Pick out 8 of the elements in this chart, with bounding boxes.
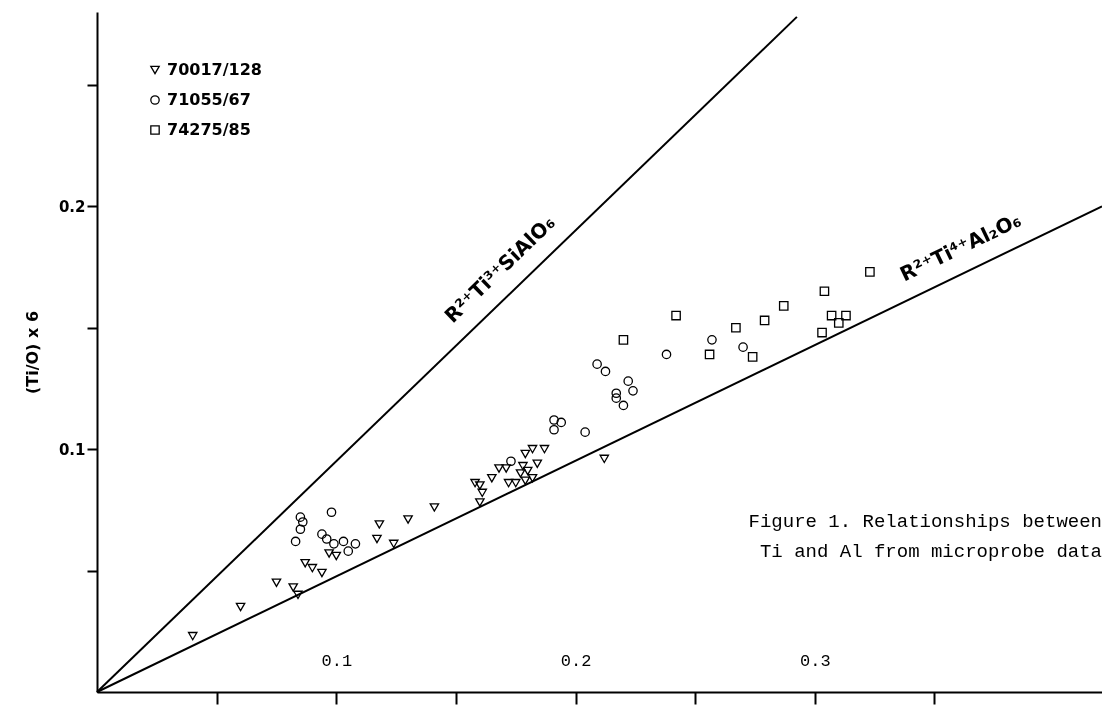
x-tick-label: 0.1 <box>321 651 353 671</box>
annotation: Figure 1. Relationships between Ti and Al from microprobe data <box>748 511 1102 563</box>
legend-label: 74275/85 <box>167 120 251 139</box>
x-tick-label: 0.2 <box>560 651 592 671</box>
x-tick-label: 0.3 <box>800 651 831 671</box>
legend-label: 71055/67 <box>167 90 251 109</box>
legend-label: 70017/128 <box>167 60 262 79</box>
y-axis-title: (Ti/O) x 6 <box>22 310 42 395</box>
